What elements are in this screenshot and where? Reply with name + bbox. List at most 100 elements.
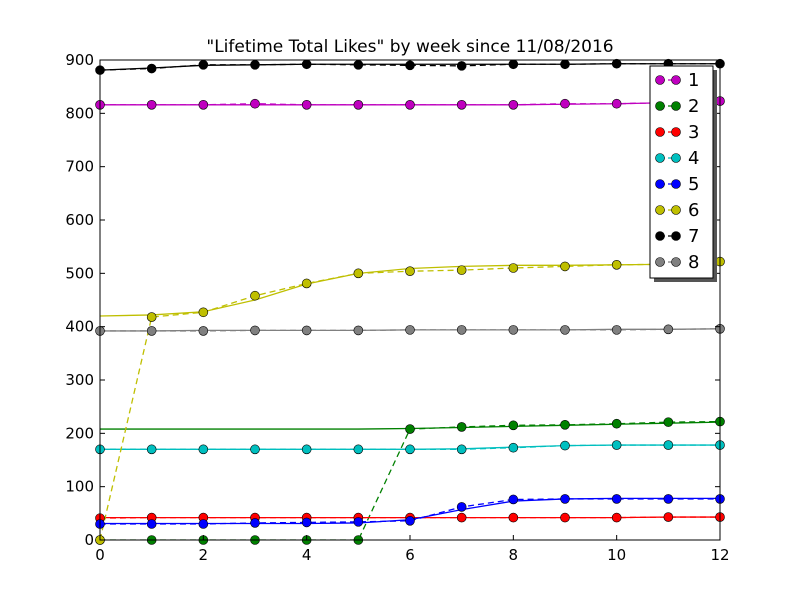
plot-frame (99, 59, 721, 541)
series-6-point (508, 263, 519, 273)
series-8-point (560, 325, 570, 335)
series-1-point (611, 98, 622, 109)
series-6-point (405, 266, 415, 277)
series-1-point (456, 100, 467, 110)
series-6-point (198, 307, 209, 318)
y-tick-label: 300 (65, 371, 94, 389)
x-tick-label: 6 (405, 546, 415, 564)
series-8-point (508, 325, 519, 335)
series-2-point (663, 417, 674, 427)
series-8-point (353, 325, 364, 336)
legend-marker-2 (655, 101, 665, 111)
legend-marker-6 (655, 205, 665, 215)
series-1-point (146, 100, 157, 110)
y-tick-label: 100 (65, 478, 94, 496)
series-3-point (456, 512, 467, 523)
y-tick-label: 600 (65, 211, 94, 229)
series-4-point (353, 444, 364, 455)
series-4-point (250, 444, 260, 455)
series-4-point (301, 444, 312, 455)
series-4-point (198, 444, 209, 455)
x-tick-label: 4 (302, 546, 312, 564)
legend-marker-5 (655, 179, 665, 189)
series-1-point (560, 98, 570, 109)
y-tick-label: 700 (65, 158, 94, 176)
series-1-point (250, 98, 260, 109)
series-5-point (405, 515, 415, 526)
legend-label-8: 8 (688, 252, 699, 273)
legend-label-6: 6 (688, 200, 699, 221)
series-7-point (353, 60, 364, 70)
series-3-point (663, 512, 674, 522)
x-tick-label: 12 (710, 546, 729, 564)
legend-marker-1 (671, 75, 681, 85)
series-2-point (611, 418, 622, 429)
legend-marker-5 (671, 179, 681, 189)
legend-marker-3 (671, 127, 681, 137)
legend-label-2: 2 (688, 96, 699, 117)
series-1-point (508, 100, 519, 110)
series-2-point (456, 422, 467, 432)
series-1-point (405, 100, 415, 110)
x-tick-label: 10 (607, 546, 626, 564)
markers-layer (95, 58, 725, 545)
y-tick-label: 800 (65, 104, 94, 122)
series-5-point (198, 519, 209, 529)
series-5-point (353, 517, 364, 527)
series-8-point (301, 325, 312, 336)
series-5-point (508, 494, 519, 505)
series-layer (100, 63, 720, 540)
series-8-point (146, 326, 157, 336)
legend-marker-4 (655, 153, 665, 163)
series-8-point (611, 325, 622, 335)
legend-marker-1 (655, 75, 665, 85)
legend-marker-7 (671, 231, 681, 241)
legend-marker-4 (671, 153, 681, 163)
series-5-point (250, 518, 260, 528)
series-8-point (198, 326, 209, 336)
series-1-point (301, 100, 312, 110)
series-5-point (663, 494, 674, 504)
series-7-point (456, 61, 467, 71)
y-tick-label: 200 (65, 424, 94, 442)
legend-marker-2 (671, 101, 681, 111)
series-3-point (611, 512, 622, 523)
legend[interactable]: 1 2 3 4 5 6 7 8 (649, 65, 717, 282)
y-tick-label: 500 (65, 264, 94, 282)
series-6-point (146, 312, 157, 322)
legend-box (649, 65, 714, 279)
series-8-point (405, 325, 415, 335)
legend-marker-7 (655, 231, 665, 241)
series-7-point (560, 59, 570, 70)
series-4-point (508, 442, 519, 453)
legend-label-5: 5 (688, 174, 699, 195)
series-5-point (611, 494, 622, 504)
series-4-point (560, 440, 570, 451)
series-7-point (250, 60, 260, 70)
series-4-point (146, 444, 157, 455)
series-6-point (301, 278, 312, 289)
x-tick-label: 0 (95, 546, 105, 564)
series-6-point (560, 261, 570, 272)
legend-marker-3 (655, 127, 665, 137)
series-7-point (146, 63, 157, 74)
x-tick-label: 2 (199, 546, 209, 564)
series-2-point (560, 419, 570, 430)
series-4-point (405, 444, 415, 455)
legend-marker-6 (671, 205, 681, 215)
legend-label-4: 4 (688, 148, 699, 169)
legend-label-7: 7 (688, 226, 699, 247)
legend-label-1: 1 (688, 70, 699, 91)
series-4-point (456, 444, 467, 455)
series-5-point (456, 502, 467, 512)
chart-title: "Lifetime Total Likes" by week since 11/… (206, 37, 613, 57)
series-8-point (663, 324, 674, 335)
series-8-point (456, 325, 467, 335)
series-5-point (301, 517, 312, 528)
legend-marker-8 (671, 257, 681, 267)
series-3-point (508, 512, 519, 523)
y-tick-label: 0 (84, 531, 94, 549)
series-5-point (146, 519, 157, 529)
legend-label-3: 3 (688, 122, 699, 143)
